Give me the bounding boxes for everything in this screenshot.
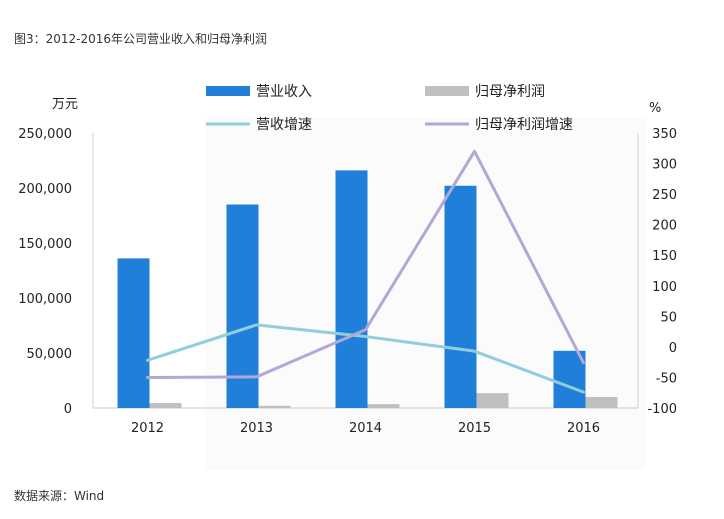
revenue-bar xyxy=(226,204,259,408)
revenue-bar xyxy=(335,170,368,408)
revenue-bar xyxy=(117,258,150,408)
left-tick-label: 150,000 xyxy=(18,237,72,252)
net-profit-bar xyxy=(149,403,182,408)
x-tick-label: 2013 xyxy=(240,421,273,436)
bars xyxy=(117,170,618,408)
legend-label-revenue: 营业收入 xyxy=(256,84,312,100)
left-axis-ticks: 0 50,000 100,000 150,000 200,000 250,000 xyxy=(18,127,72,417)
revenue-bar xyxy=(444,185,477,408)
left-axis-unit: 万元 xyxy=(52,97,78,112)
plot-background xyxy=(205,118,645,470)
legend: 营业收入 归母净利润 营收增速 归母净利润增速 xyxy=(206,83,573,133)
x-tick-label: 2015 xyxy=(458,421,491,436)
right-tick-label: -100 xyxy=(647,402,677,417)
net-profit-bar xyxy=(585,397,618,408)
right-tick-label: 350 xyxy=(652,127,677,142)
revenue-growth-line xyxy=(146,323,585,394)
right-axis-ticks: -100 -50 0 50 100 150 200 250 300 350 xyxy=(647,127,677,417)
net-profit-growth-line xyxy=(146,149,585,379)
left-tick-label: 50,000 xyxy=(27,347,73,362)
left-tick-label: 250,000 xyxy=(18,127,72,142)
growth-lines xyxy=(146,149,585,394)
left-tick-label: 200,000 xyxy=(18,182,72,197)
right-tick-label: -50 xyxy=(656,371,677,386)
legend-swatch-net-profit xyxy=(425,86,469,96)
right-axis-unit: % xyxy=(649,101,661,116)
x-tick-label: 2014 xyxy=(349,421,382,436)
legend-swatch-revenue xyxy=(206,86,250,96)
net-profit-bar xyxy=(476,393,509,408)
net-profit-bar xyxy=(367,404,400,408)
right-tick-label: 0 xyxy=(669,341,677,356)
x-tick-label: 2012 xyxy=(131,421,164,436)
right-tick-label: 100 xyxy=(652,280,677,295)
legend-label-net-profit: 归母净利润 xyxy=(475,83,545,100)
right-tick-label: 250 xyxy=(652,188,677,203)
left-tick-label: 0 xyxy=(64,402,72,417)
figure-title: 图3：2012-2016年公司营业收入和归母净利润 xyxy=(14,32,268,46)
right-tick-label: 150 xyxy=(652,249,677,264)
revenue-bar xyxy=(553,350,586,408)
net-profit-bar xyxy=(258,405,291,408)
x-tick-label: 2016 xyxy=(567,421,600,436)
x-axis-ticks: 2012 2013 2014 2015 2016 xyxy=(131,421,600,436)
figure-source: 数据来源：Wind xyxy=(14,489,105,503)
right-tick-label: 50 xyxy=(660,310,677,325)
legend-label-net-profit-growth: 归母净利润增速 xyxy=(475,116,573,133)
right-tick-label: 300 xyxy=(652,158,677,173)
left-tick-label: 100,000 xyxy=(18,292,72,307)
right-tick-label: 200 xyxy=(652,219,677,234)
legend-label-revenue-growth: 营收增速 xyxy=(256,117,312,133)
